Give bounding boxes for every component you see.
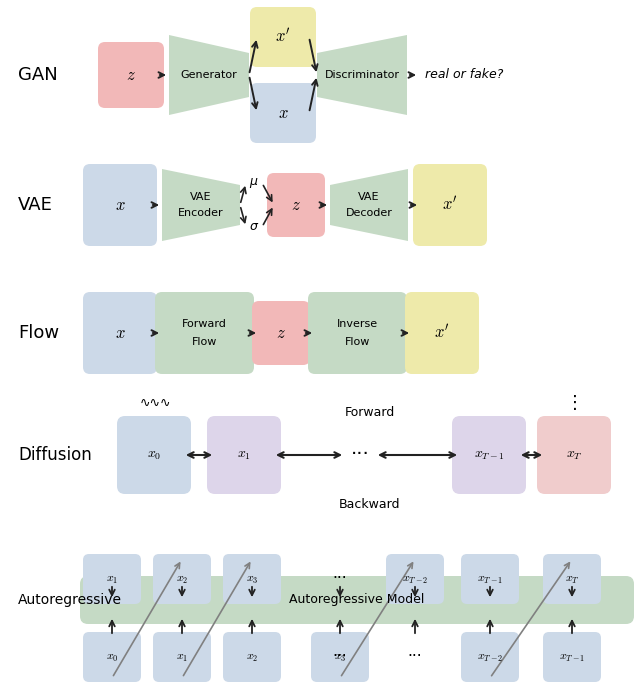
Text: VAE: VAE [358,192,380,202]
FancyBboxPatch shape [117,416,191,494]
Text: $x_2$: $x_2$ [246,650,258,663]
Text: $x_{T-2}$: $x_{T-2}$ [477,650,503,663]
FancyBboxPatch shape [543,554,601,604]
FancyBboxPatch shape [83,164,157,246]
FancyBboxPatch shape [153,632,211,682]
Text: Autoregressive: Autoregressive [18,593,122,607]
FancyBboxPatch shape [252,301,310,365]
Text: VAE: VAE [190,192,212,202]
Text: $x_2$: $x_2$ [176,572,188,585]
Text: $z$: $z$ [291,196,301,214]
Text: GAN: GAN [18,66,58,84]
FancyBboxPatch shape [80,576,634,624]
Text: $x_T$: $x_T$ [564,572,579,585]
Text: ∿∿∿: ∿∿∿ [140,396,171,409]
Text: Flow: Flow [345,337,370,347]
Text: $x$: $x$ [278,104,289,122]
Text: $x_1$: $x_1$ [237,448,251,462]
FancyBboxPatch shape [311,632,369,682]
Text: $x'$: $x'$ [434,324,450,342]
FancyBboxPatch shape [405,292,479,374]
FancyBboxPatch shape [250,7,316,67]
FancyBboxPatch shape [308,292,407,374]
FancyBboxPatch shape [223,632,281,682]
Text: Decoder: Decoder [346,208,392,218]
FancyBboxPatch shape [153,554,211,604]
FancyBboxPatch shape [98,42,164,108]
Text: ···: ··· [333,572,348,586]
Text: $x_3$: $x_3$ [246,572,259,585]
Polygon shape [169,35,249,115]
Text: Diffusion: Diffusion [18,446,92,464]
Text: Autoregressive Model: Autoregressive Model [289,594,425,607]
Polygon shape [330,169,408,241]
FancyBboxPatch shape [386,554,444,604]
Text: $x_3$: $x_3$ [333,650,346,663]
FancyBboxPatch shape [83,292,157,374]
Text: ···: ··· [351,446,369,464]
Text: $x'$: $x'$ [275,28,291,46]
Text: $z$: $z$ [276,324,286,342]
FancyBboxPatch shape [537,416,611,494]
Text: $x'$: $x'$ [442,196,458,214]
Text: $x$: $x$ [115,324,125,342]
Text: $x_0$: $x_0$ [147,448,161,462]
FancyBboxPatch shape [223,554,281,604]
Text: ···: ··· [333,649,348,665]
FancyBboxPatch shape [155,292,254,374]
Text: $x_1$: $x_1$ [176,650,188,663]
Text: $x_{T-1}$: $x_{T-1}$ [559,650,585,663]
Text: Inverse: Inverse [337,319,378,329]
Text: VAE: VAE [18,196,53,214]
Text: ···: ··· [408,649,422,665]
Text: $x_{T-1}$: $x_{T-1}$ [474,448,504,462]
FancyBboxPatch shape [83,632,141,682]
Text: $x_{T-2}$: $x_{T-2}$ [402,572,428,585]
Polygon shape [317,35,407,115]
FancyBboxPatch shape [461,554,519,604]
Text: $\sigma$: $\sigma$ [249,220,259,233]
Text: Backward: Backward [339,499,401,511]
FancyBboxPatch shape [452,416,526,494]
Text: $x_T$: $x_T$ [566,448,582,462]
Text: Forward: Forward [345,407,395,420]
Text: Generator: Generator [180,70,237,80]
Text: ⋮: ⋮ [566,394,584,412]
FancyBboxPatch shape [250,83,316,143]
Text: $x_0$: $x_0$ [106,650,118,663]
Text: $x_1$: $x_1$ [106,572,118,585]
FancyBboxPatch shape [267,173,325,237]
Polygon shape [162,169,240,241]
Text: $\mu$: $\mu$ [249,176,259,190]
FancyBboxPatch shape [83,554,141,604]
FancyBboxPatch shape [207,416,281,494]
Text: Flow: Flow [192,337,217,347]
Text: $x_{T-1}$: $x_{T-1}$ [477,572,503,585]
Text: Flow: Flow [18,324,59,342]
Text: $z$: $z$ [126,66,136,84]
Text: Encoder: Encoder [178,208,224,218]
Text: Discriminator: Discriminator [324,70,399,80]
FancyBboxPatch shape [413,164,487,246]
Text: $x$: $x$ [115,196,125,214]
Text: real or fake?: real or fake? [425,69,504,81]
Text: Forward: Forward [182,319,227,329]
FancyBboxPatch shape [543,632,601,682]
FancyBboxPatch shape [461,632,519,682]
